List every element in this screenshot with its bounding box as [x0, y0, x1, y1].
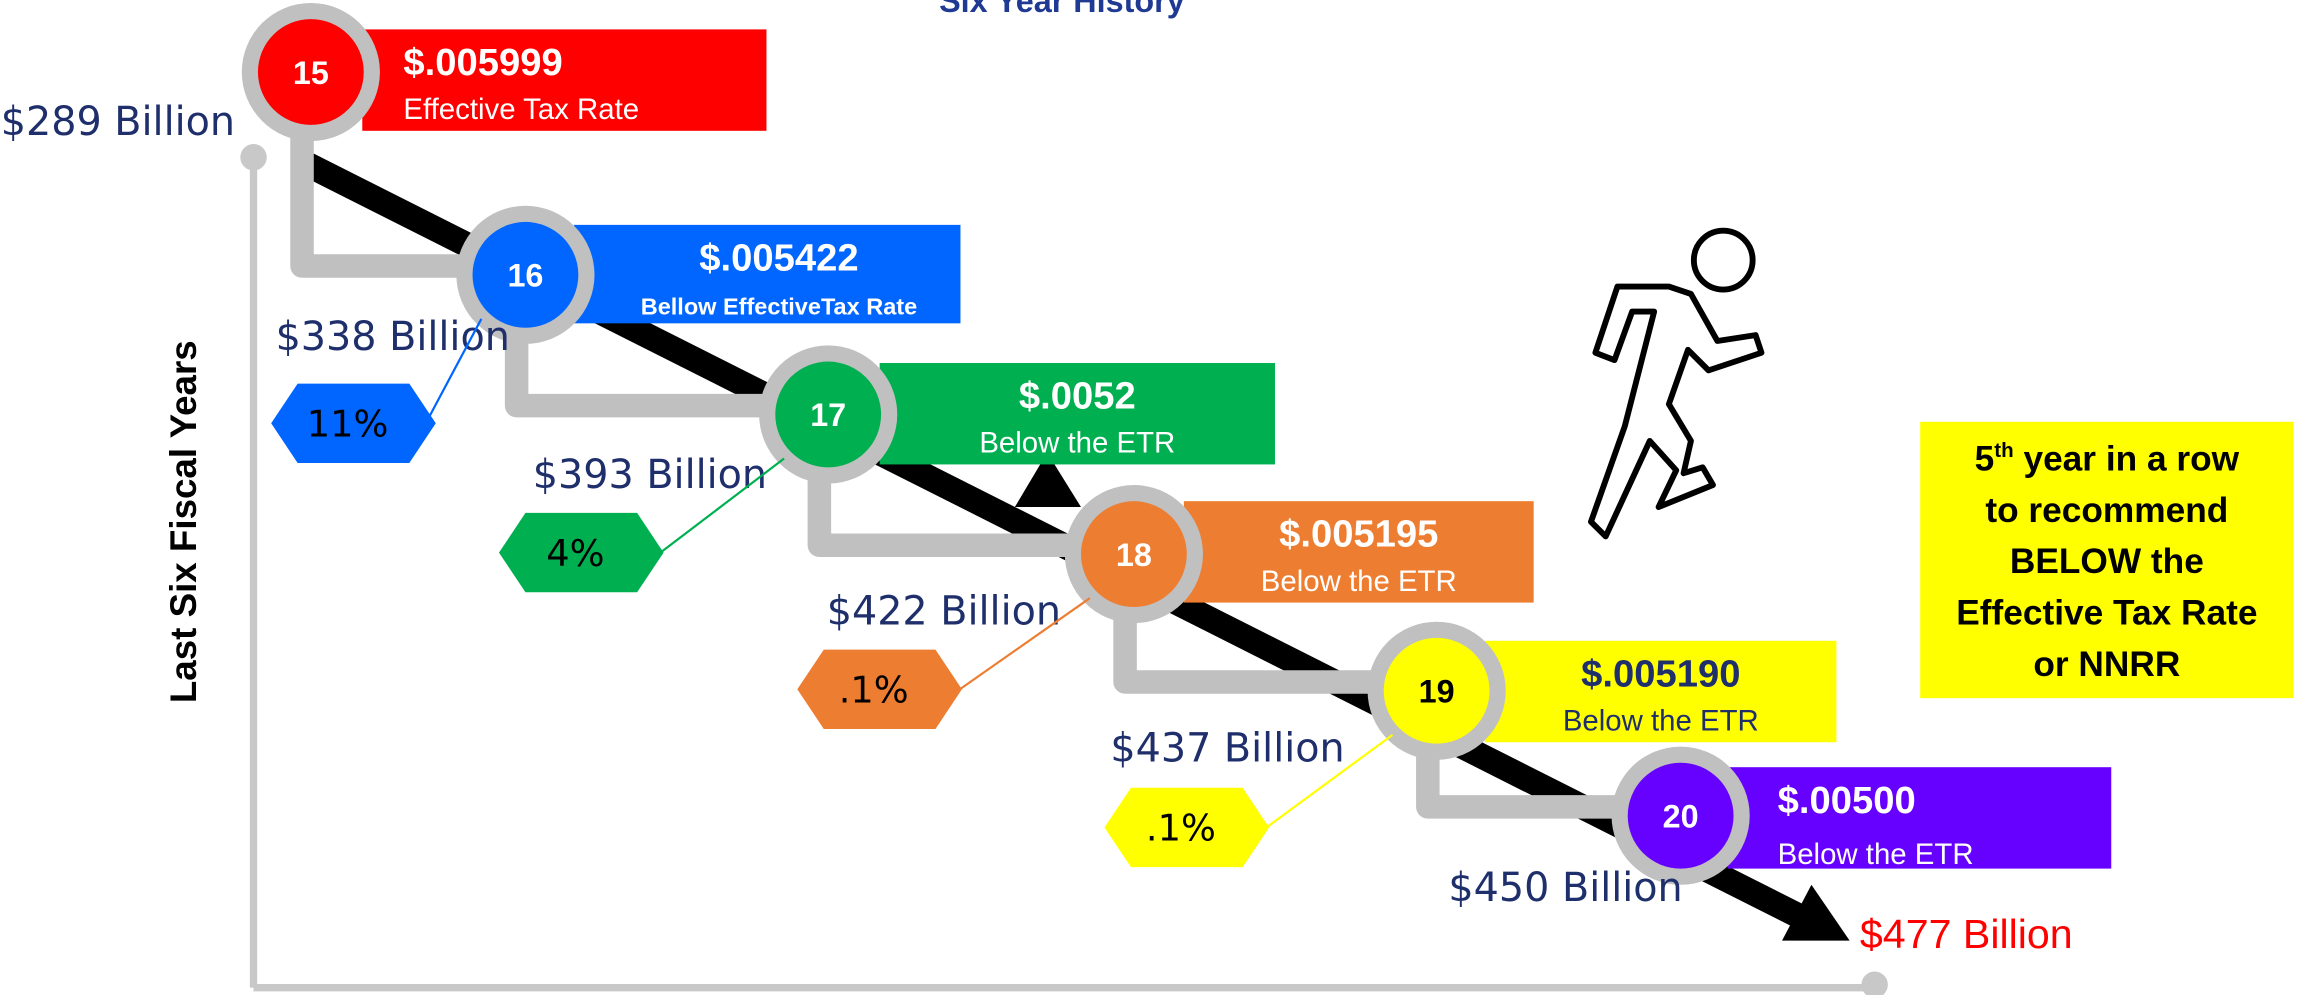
rate-note: Below the ETR	[979, 427, 1175, 460]
change: 11%	[307, 403, 389, 446]
year: 15	[293, 55, 329, 91]
change-leader	[420, 318, 483, 433]
value: $289 Billion	[1, 99, 235, 145]
change-leader	[1253, 733, 1394, 838]
rate-note: Below the ETR	[1778, 838, 1974, 871]
callout-line: to recommend	[1985, 491, 2228, 530]
rate-note: Below the ETR	[1563, 704, 1759, 737]
axes	[240, 144, 1888, 995]
rate: $.005999	[403, 41, 562, 84]
rate-note: Bellow EffectiveTax Rate	[641, 294, 917, 320]
change-badge	[498, 512, 664, 593]
year: 20	[1663, 798, 1699, 834]
change: .1%	[839, 669, 909, 712]
year-circle	[775, 361, 882, 468]
rate-note: Effective Tax Rate	[403, 93, 639, 126]
rate: $.005190	[1581, 652, 1740, 695]
change-badge	[1104, 787, 1270, 868]
change-badge	[797, 649, 962, 729]
year: 19	[1419, 674, 1455, 710]
year-circle	[257, 19, 364, 125]
change: .1%	[1146, 807, 1216, 850]
rate: $.005422	[699, 236, 858, 279]
callout-line: or NNRR	[2033, 645, 2180, 684]
rate-box	[1727, 767, 2112, 869]
change-badge	[271, 383, 436, 463]
year-circle	[1383, 637, 1490, 744]
title: Six Year History	[939, 0, 1185, 19]
rate-box	[573, 224, 961, 324]
value: $450 Billion	[1448, 865, 1682, 911]
runner-icon	[1588, 227, 1765, 540]
rate-note: Below the ETR	[1261, 565, 1457, 598]
change-leader	[946, 597, 1091, 700]
y-axis-label: Last Six Fiscal Years	[163, 340, 204, 703]
year-circle	[1080, 501, 1187, 607]
step-connector	[504, 333, 770, 418]
rate-box	[879, 363, 1275, 465]
step-connector	[1416, 749, 1622, 819]
change: 4%	[546, 532, 604, 575]
value: $338 Billion	[276, 314, 510, 360]
step-connector	[290, 130, 467, 278]
rate-box	[1485, 640, 1837, 743]
step-connector	[1113, 612, 1378, 694]
rate: $.00500	[1778, 779, 1916, 822]
callout: 5th year in a row to recommend BELOW the…	[1920, 421, 2294, 699]
step-connector	[807, 473, 1076, 558]
rate-box	[1183, 501, 1534, 603]
change-leader	[648, 457, 785, 563]
year: 16	[507, 258, 543, 294]
value: $422 Billion	[827, 589, 1061, 635]
rate: $.005195	[1279, 513, 1438, 556]
year-circle	[1627, 762, 1734, 869]
callout-line: Effective Tax Rate	[1956, 594, 2257, 633]
year: 18	[1116, 537, 1152, 573]
rate: $.0052	[1019, 375, 1136, 418]
value: $437 Billion	[1110, 725, 1344, 771]
year-circle	[472, 221, 579, 328]
rate-box	[362, 29, 767, 131]
year: 17	[810, 397, 846, 433]
callout-line: 5th year in a row	[1975, 439, 2240, 478]
final-value: $477 Billion	[1860, 911, 2073, 957]
callout-line: BELOW the	[2010, 542, 2204, 581]
value: $393 Billion	[533, 452, 767, 498]
